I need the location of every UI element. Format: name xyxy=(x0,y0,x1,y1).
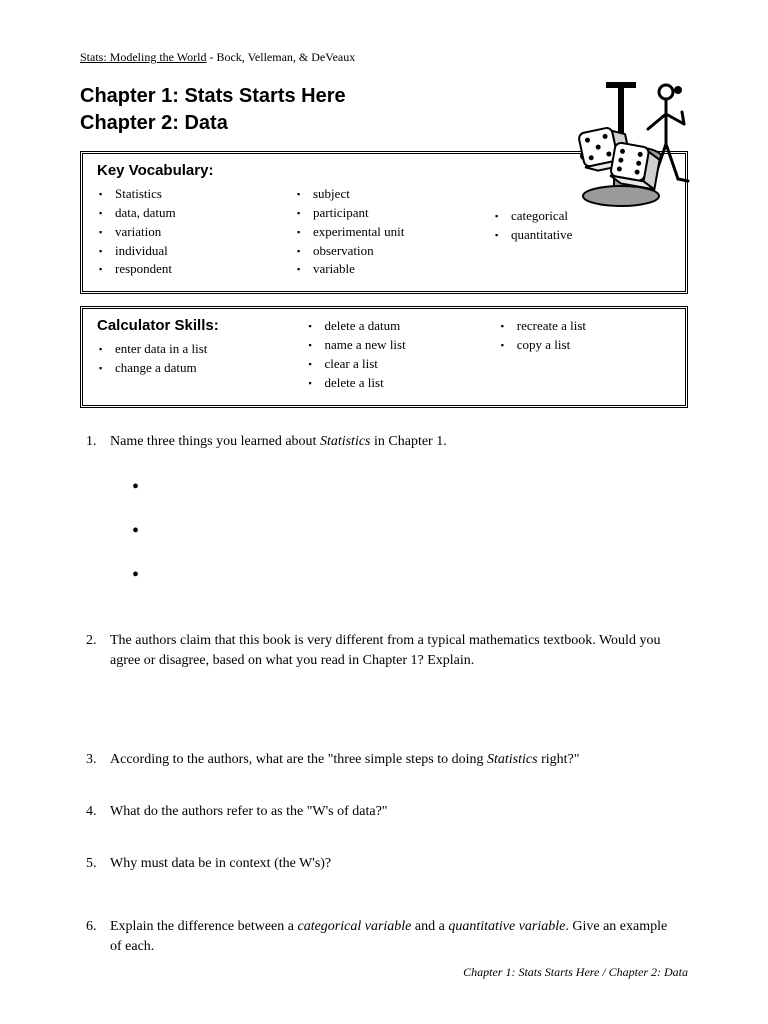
dice-scale-figure-illustration xyxy=(506,74,696,224)
question-3: 3. According to the authors, what are th… xyxy=(86,750,682,770)
vocab-item: observation xyxy=(295,242,473,261)
vocab-item: individual xyxy=(97,242,275,261)
question-number: 6. xyxy=(86,917,110,956)
bullet-icon: • xyxy=(132,465,682,509)
vocab-item: experimental unit xyxy=(295,223,473,242)
vocab-column-2: subject participant experimental unit ob… xyxy=(295,185,473,279)
question-text: Explain the difference between a categor… xyxy=(110,917,682,956)
question-4: 4. What do the authors refer to as the "… xyxy=(86,802,682,822)
question-text: What do the authors refer to as the "W's… xyxy=(110,802,682,822)
vocab-item: variation xyxy=(97,223,275,242)
skill-item: recreate a list xyxy=(499,317,671,336)
question-6: 6. Explain the difference between a cate… xyxy=(86,917,682,956)
vocab-item: variable xyxy=(295,260,473,279)
skills-box-title: Calculator Skills: xyxy=(97,317,286,334)
book-authors: - Bock, Velleman, & DeVeaux xyxy=(206,50,355,64)
page-header: Stats: Modeling the World - Bock, Vellem… xyxy=(80,50,688,65)
question-number: 3. xyxy=(86,750,110,770)
vocab-item: quantitative xyxy=(493,226,671,245)
skill-item: name a new list xyxy=(306,336,478,355)
question-1: 1. Name three things you learned about S… xyxy=(86,432,682,604)
bullet-icon: • xyxy=(132,509,682,553)
book-title: Stats: Modeling the World xyxy=(80,50,206,64)
question-5: 5. Why must data be in context (the W's)… xyxy=(86,854,682,874)
question-text: Why must data be in context (the W's)? xyxy=(110,854,682,874)
question-number: 1. xyxy=(86,432,110,604)
vocab-item: Statistics xyxy=(97,185,275,204)
answer-bullets: • • • xyxy=(132,465,682,597)
question-number: 2. xyxy=(86,631,110,670)
question-number: 4. xyxy=(86,802,110,822)
page-footer: Chapter 1: Stats Starts Here / Chapter 2… xyxy=(463,965,688,980)
vocab-column-1: Statistics data, datum variation individ… xyxy=(97,185,275,279)
skill-item: clear a list xyxy=(306,355,478,374)
questions-section: 1. Name three things you learned about S… xyxy=(80,432,688,957)
vocab-item: data, datum xyxy=(97,204,275,223)
skill-item: delete a datum xyxy=(306,317,478,336)
skills-column-1: Calculator Skills: enter data in a list … xyxy=(97,317,286,378)
calculator-skills-box: Calculator Skills: enter data in a list … xyxy=(80,306,688,407)
question-number: 5. xyxy=(86,854,110,874)
question-text: Name three things you learned about Stat… xyxy=(110,432,682,604)
skill-item: enter data in a list xyxy=(97,340,286,359)
question-text: The authors claim that this book is very… xyxy=(110,631,682,670)
vocab-item: participant xyxy=(295,204,473,223)
skill-item: change a datum xyxy=(97,359,286,378)
question-text: According to the authors, what are the "… xyxy=(110,750,682,770)
vocab-item: subject xyxy=(295,185,473,204)
skill-item: copy a list xyxy=(499,336,671,355)
vocab-item: respondent xyxy=(97,260,275,279)
skills-column-2: delete a datum name a new list clear a l… xyxy=(306,317,478,392)
skill-item: delete a list xyxy=(306,374,478,393)
bullet-icon: • xyxy=(132,553,682,597)
skills-column-3: recreate a list copy a list xyxy=(499,317,671,355)
question-2: 2. The authors claim that this book is v… xyxy=(86,631,682,670)
